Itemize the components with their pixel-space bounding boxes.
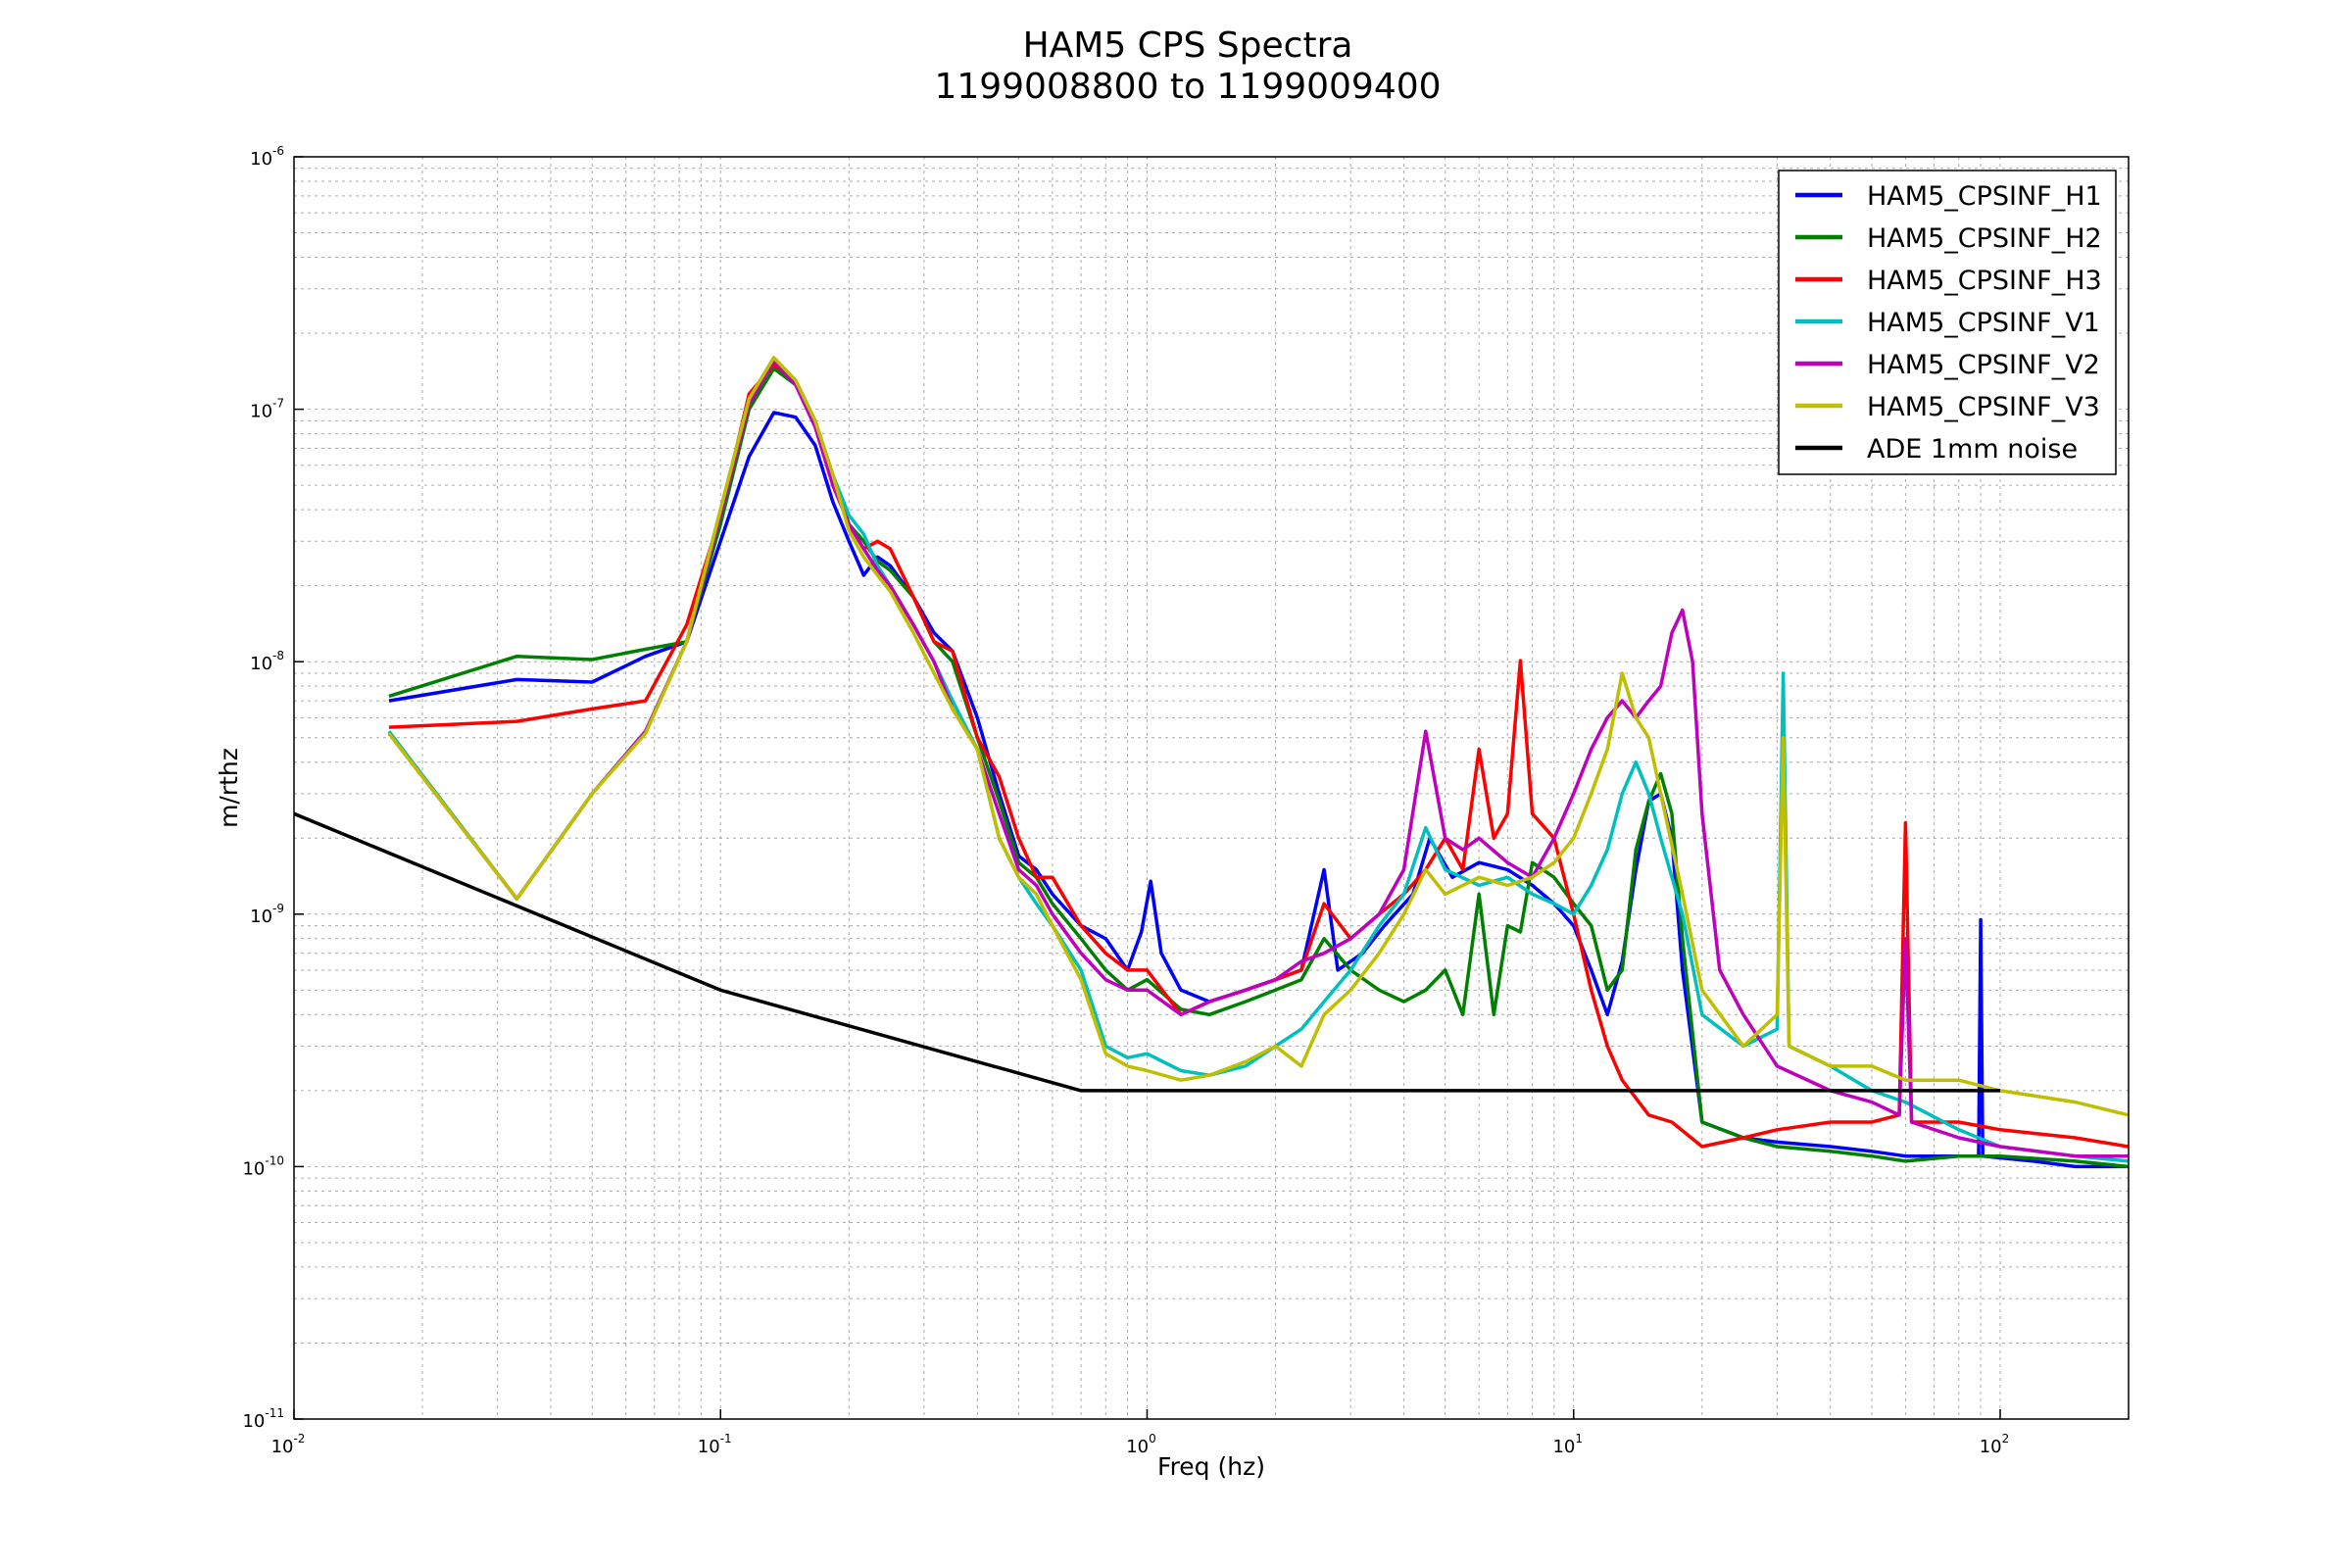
x-tick-exponent: -2 xyxy=(293,1432,305,1446)
legend-label-5: HAM5_CPSINF_V3 xyxy=(1867,392,2100,422)
legend-label-4: HAM5_CPSINF_V2 xyxy=(1867,350,2100,380)
y-tick-exponent: -7 xyxy=(272,397,284,411)
y-tick-exponent: -9 xyxy=(272,902,284,915)
x-tick-exponent: 1 xyxy=(1575,1432,1583,1446)
plot-area xyxy=(294,356,2129,1169)
y-axis-label: m/rthz xyxy=(215,748,243,828)
y-tick-label-2: 10-9 xyxy=(250,902,284,927)
x-tick-label-0: 10-2 xyxy=(271,1432,306,1457)
series-line-5 xyxy=(387,356,2129,1117)
y-tick-label-0: 10-11 xyxy=(242,1406,284,1432)
y-tick-exponent: -11 xyxy=(265,1406,284,1420)
chart-subtitle: 1199008800 to 1199009400 xyxy=(934,67,1441,107)
legend-label-1: HAM5_CPSINF_H2 xyxy=(1867,223,2102,254)
x-tick-exponent: -1 xyxy=(720,1432,732,1446)
x-axis-label: Freq (hz) xyxy=(1157,1452,1265,1481)
legend: HAM5_CPSINF_H1 HAM5_CPSINF_H2 HAM5_CPSINF_… xyxy=(1778,170,2117,475)
legend-label-2: HAM5_CPSINF_H3 xyxy=(1867,266,2102,296)
chart-title: HAM5 CPS Spectra xyxy=(1023,25,1353,66)
x-tick-exponent: 0 xyxy=(1149,1432,1156,1446)
y-tick-exponent: -6 xyxy=(272,144,284,158)
legend-label-3: HAM5_CPSINF_V1 xyxy=(1867,308,2100,338)
y-tick-exponent: -8 xyxy=(272,649,284,662)
y-tick-exponent: -10 xyxy=(265,1153,284,1167)
plot-frame xyxy=(293,156,2130,1420)
y-tick-label-1: 10-10 xyxy=(242,1153,284,1179)
legend-label-6: ADE 1mm noise xyxy=(1867,434,2078,465)
legend-label-0: HAM5_CPSINF_H1 xyxy=(1867,181,2102,212)
x-tick-exponent: 2 xyxy=(2002,1432,2010,1446)
series-line-6 xyxy=(294,811,2000,1093)
